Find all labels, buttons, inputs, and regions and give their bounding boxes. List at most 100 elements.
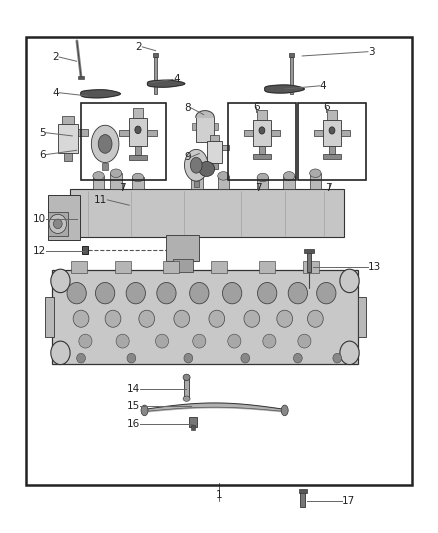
Ellipse shape [105, 310, 121, 327]
Ellipse shape [281, 405, 288, 416]
Text: 3: 3 [368, 47, 374, 56]
Bar [327, 110, 337, 120]
Ellipse shape [317, 282, 336, 304]
Text: 15: 15 [127, 401, 140, 411]
Ellipse shape [277, 310, 293, 327]
Bar [341, 131, 350, 136]
Bar [192, 123, 196, 130]
Bar [310, 173, 321, 189]
Bar [78, 76, 84, 79]
Ellipse shape [190, 282, 209, 304]
Ellipse shape [127, 353, 136, 363]
Ellipse shape [307, 310, 323, 327]
Ellipse shape [191, 170, 203, 179]
Bar [259, 146, 265, 155]
Text: 7: 7 [255, 183, 262, 193]
Bar [48, 195, 80, 240]
Text: 14: 14 [127, 384, 140, 394]
Ellipse shape [298, 334, 311, 348]
Ellipse shape [209, 310, 225, 327]
Bar [129, 118, 147, 146]
Text: 2: 2 [136, 42, 142, 52]
Ellipse shape [141, 405, 148, 416]
Text: 13: 13 [368, 262, 381, 271]
Bar [257, 110, 267, 120]
Text: 5: 5 [39, 128, 46, 138]
Bar [228, 103, 296, 180]
Bar [323, 155, 341, 159]
Bar [298, 103, 366, 180]
Ellipse shape [91, 125, 119, 163]
Bar [78, 129, 88, 136]
Ellipse shape [139, 310, 155, 327]
Bar [207, 141, 222, 163]
Bar [211, 261, 227, 273]
Text: 4: 4 [53, 88, 59, 98]
Bar [290, 57, 293, 94]
Ellipse shape [340, 269, 359, 293]
Bar [166, 235, 199, 261]
Bar [132, 177, 144, 189]
Ellipse shape [95, 282, 115, 304]
Bar [58, 124, 78, 153]
Text: 12: 12 [33, 246, 46, 255]
Bar [189, 417, 197, 427]
Bar [303, 261, 319, 273]
Bar [147, 130, 157, 136]
Ellipse shape [258, 282, 277, 304]
Ellipse shape [259, 127, 265, 134]
Text: 16: 16 [127, 419, 140, 429]
Bar [153, 53, 158, 57]
Ellipse shape [77, 353, 85, 363]
Bar [115, 261, 131, 273]
Ellipse shape [184, 353, 193, 363]
Bar [102, 163, 108, 170]
Bar [212, 163, 218, 169]
Bar [82, 246, 88, 254]
Ellipse shape [49, 214, 67, 233]
Text: 7: 7 [325, 183, 332, 193]
Text: 6: 6 [323, 102, 330, 111]
Bar [271, 131, 279, 136]
Bar [81, 103, 166, 180]
Ellipse shape [288, 282, 307, 304]
Ellipse shape [223, 282, 242, 304]
Ellipse shape [333, 353, 342, 363]
Bar [26, 37, 412, 485]
Ellipse shape [191, 157, 202, 173]
Text: 8: 8 [184, 103, 191, 112]
Bar [244, 131, 253, 136]
Ellipse shape [79, 334, 92, 348]
Ellipse shape [93, 172, 104, 180]
Bar [154, 57, 157, 94]
Ellipse shape [51, 269, 70, 293]
Bar [129, 155, 147, 160]
Bar [62, 116, 74, 124]
Ellipse shape [155, 334, 169, 348]
Bar [253, 155, 271, 159]
Bar [253, 120, 271, 146]
Bar [358, 297, 366, 337]
Ellipse shape [244, 310, 260, 327]
Ellipse shape [283, 172, 295, 180]
Ellipse shape [98, 135, 112, 154]
Ellipse shape [241, 353, 250, 363]
Ellipse shape [329, 127, 335, 134]
Bar [257, 177, 268, 189]
Text: 11: 11 [94, 195, 107, 205]
Bar [191, 425, 195, 430]
Bar [299, 489, 307, 493]
Ellipse shape [116, 334, 129, 348]
Ellipse shape [67, 282, 86, 304]
Ellipse shape [110, 169, 122, 177]
Text: 1: 1 [215, 490, 223, 499]
Text: 2: 2 [53, 52, 59, 62]
Text: 4: 4 [320, 81, 326, 91]
Ellipse shape [51, 341, 70, 365]
Bar [45, 297, 54, 337]
Ellipse shape [135, 126, 141, 134]
Ellipse shape [53, 219, 62, 229]
Ellipse shape [340, 341, 359, 365]
Text: 7: 7 [119, 183, 126, 193]
Bar [214, 123, 218, 130]
